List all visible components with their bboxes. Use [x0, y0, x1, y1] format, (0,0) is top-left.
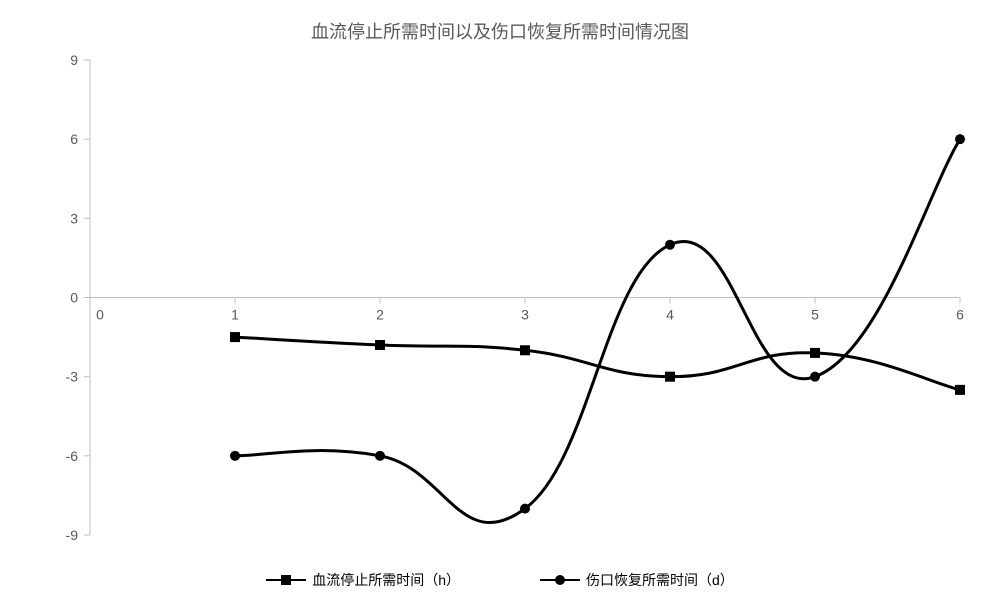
chart-plot-area: -9 -6 -3 0 3 6 9 0 1 2 3 4 5 6	[0, 0, 1000, 608]
svg-text:-3: -3	[66, 369, 79, 385]
series-marker	[520, 345, 530, 355]
svg-text:4: 4	[666, 307, 674, 323]
svg-text:0: 0	[96, 307, 104, 323]
series-marker	[230, 332, 240, 342]
series-marker	[955, 385, 965, 395]
series-marker	[520, 504, 530, 514]
svg-text:9: 9	[70, 52, 78, 68]
svg-text:3: 3	[70, 210, 78, 226]
svg-text:-9: -9	[66, 527, 79, 543]
legend-label: 血流停止所需时间（h）	[312, 570, 460, 590]
chart-container: 血流停止所需时间以及伤口恢复所需时间情况图 -9-6-303690123456 …	[0, 0, 1000, 608]
series-marker	[810, 348, 820, 358]
square-marker-icon	[281, 575, 291, 585]
series-marker	[955, 134, 965, 144]
svg-text:6: 6	[956, 307, 964, 323]
svg-text:-6: -6	[66, 448, 79, 464]
legend-line-icon	[266, 579, 306, 581]
svg-text:3: 3	[521, 307, 529, 323]
svg-text:1: 1	[231, 307, 239, 323]
series-marker	[375, 451, 385, 461]
legend-item: 伤口恢复所需时间（d）	[540, 570, 734, 590]
series-marker	[665, 372, 675, 382]
series-marker	[810, 372, 820, 382]
legend-item: 血流停止所需时间（h）	[266, 570, 460, 590]
legend: 血流停止所需时间（h） 伤口恢复所需时间（d）	[0, 570, 1000, 590]
series-marker	[375, 340, 385, 350]
chart-title: 血流停止所需时间以及伤口恢复所需时间情况图	[0, 18, 1000, 44]
series-marker	[230, 451, 240, 461]
series-line-1	[235, 139, 960, 522]
series-marker	[665, 240, 675, 250]
svg-text:6: 6	[70, 131, 78, 147]
legend-label: 伤口恢复所需时间（d）	[586, 570, 734, 590]
svg-text:5: 5	[811, 307, 819, 323]
svg-text:0: 0	[70, 290, 78, 306]
circle-marker-icon	[555, 575, 565, 585]
series-line-0	[235, 337, 960, 390]
svg-text:2: 2	[376, 307, 384, 323]
legend-line-icon	[540, 579, 580, 581]
